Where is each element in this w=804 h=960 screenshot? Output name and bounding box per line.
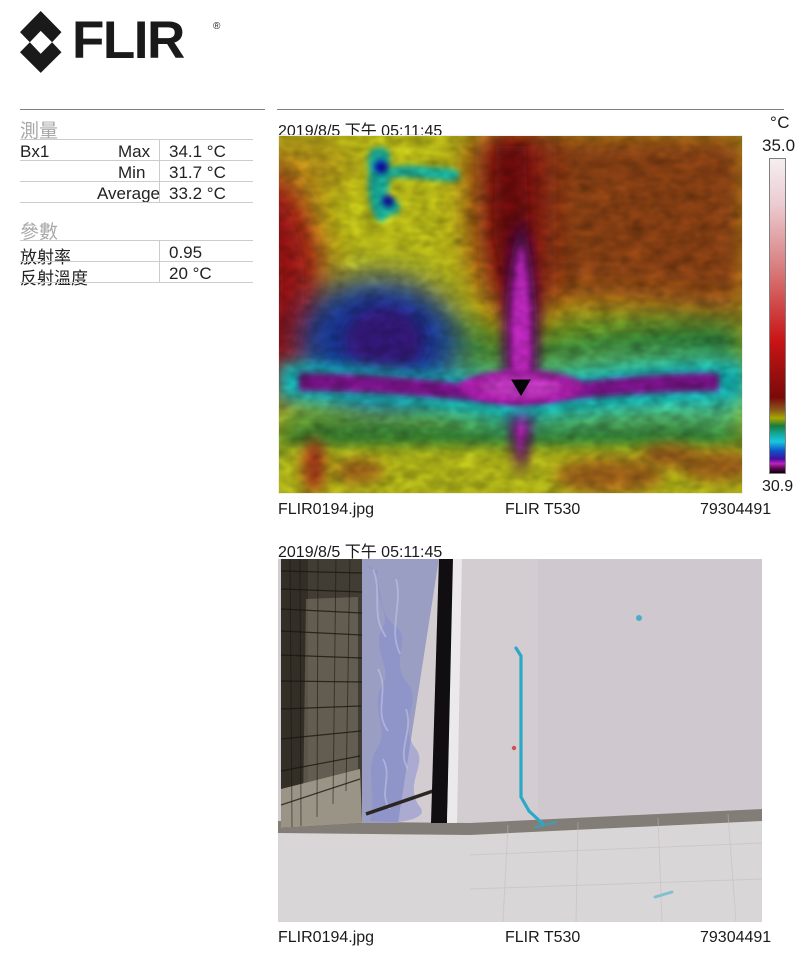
svg-text:FLIR: FLIR bbox=[72, 11, 185, 70]
